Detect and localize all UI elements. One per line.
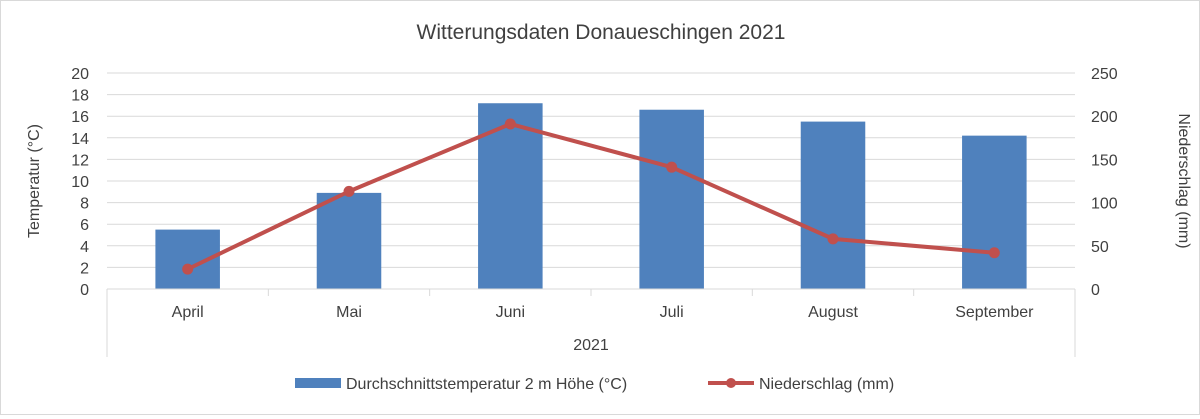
- line-point: [988, 247, 1000, 259]
- right-tick-label: 50: [1091, 239, 1109, 256]
- chart-title: Witterungsdaten Donaueschingen 2021: [417, 21, 786, 44]
- line-series: [182, 118, 1000, 275]
- line-point: [666, 161, 678, 173]
- line-point: [343, 185, 355, 197]
- right-tick-label: 250: [1091, 66, 1118, 83]
- right-tick-label: 150: [1091, 152, 1118, 169]
- series-line: [186, 121, 995, 271]
- line-point: [827, 233, 839, 245]
- left-tick-label: 14: [71, 131, 89, 148]
- x-tick-label: September: [955, 304, 1034, 321]
- bar-series: [155, 103, 1027, 290]
- gridlines: [107, 72, 1075, 268]
- right-axis-label: Niederschlag (mm): [1175, 113, 1192, 248]
- right-tick-label: 200: [1091, 109, 1118, 126]
- legend-line-label: Niederschlag (mm): [759, 376, 894, 393]
- right-tick-label: 100: [1091, 196, 1118, 213]
- left-axis-label: Temperatur (°C): [26, 124, 43, 238]
- left-tick-label: 0: [80, 282, 89, 299]
- x-tick-label: August: [808, 304, 858, 321]
- x-axis-group-label: 2021: [573, 337, 609, 354]
- legend-bar-label: Durchschnittstemperatur 2 m Höhe (°C): [346, 376, 627, 393]
- left-tick-label: 16: [71, 109, 89, 126]
- bar: [800, 121, 866, 289]
- left-axis-ticks: 0 2 4 6 8 10 12 14 16 18 20: [71, 66, 89, 299]
- bar: [962, 135, 1027, 289]
- right-axis-ticks: 0 50 100 150 200 250: [1091, 66, 1118, 299]
- left-tick-label: 12: [71, 152, 89, 169]
- x-tick-label: Mai: [336, 304, 362, 321]
- legend-line-marker: [726, 378, 736, 388]
- left-tick-label: 8: [80, 196, 89, 213]
- left-tick-label: 6: [80, 217, 89, 234]
- x-tick-label: Juli: [660, 304, 684, 321]
- x-tick-label: April: [172, 304, 204, 321]
- legend: Durchschnittstemperatur 2 m Höhe (°C) Ni…: [295, 376, 894, 393]
- x-axis: April Mai Juni Juli August September: [106, 288, 1076, 357]
- left-tick-label: 4: [80, 239, 89, 256]
- left-tick-label: 2: [80, 260, 89, 277]
- left-tick-label: 10: [71, 174, 89, 191]
- x-tick-label: Juni: [496, 304, 525, 321]
- line-point: [504, 118, 516, 130]
- bar: [639, 109, 704, 289]
- legend-bar-swatch: [295, 378, 341, 388]
- left-tick-label: 20: [71, 66, 89, 83]
- bar: [316, 192, 382, 289]
- right-tick-label: 0: [1091, 282, 1100, 299]
- line-point: [182, 263, 194, 275]
- left-tick-label: 18: [71, 88, 89, 105]
